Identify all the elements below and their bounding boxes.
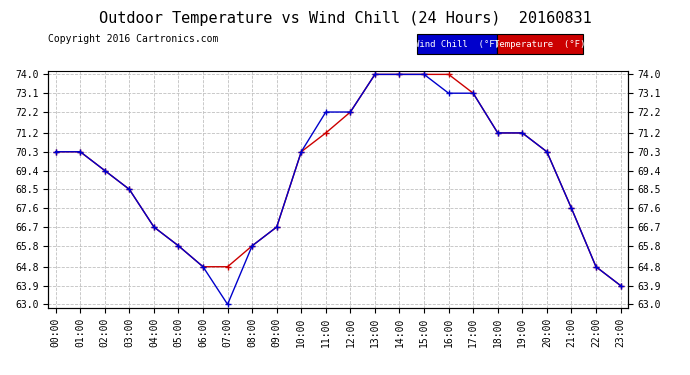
Text: Outdoor Temperature vs Wind Chill (24 Hours)  20160831: Outdoor Temperature vs Wind Chill (24 Ho… xyxy=(99,11,591,26)
Text: Wind Chill  (°F): Wind Chill (°F) xyxy=(414,40,500,49)
Text: Copyright 2016 Cartronics.com: Copyright 2016 Cartronics.com xyxy=(48,34,219,44)
Text: Temperature  (°F): Temperature (°F) xyxy=(494,40,586,49)
